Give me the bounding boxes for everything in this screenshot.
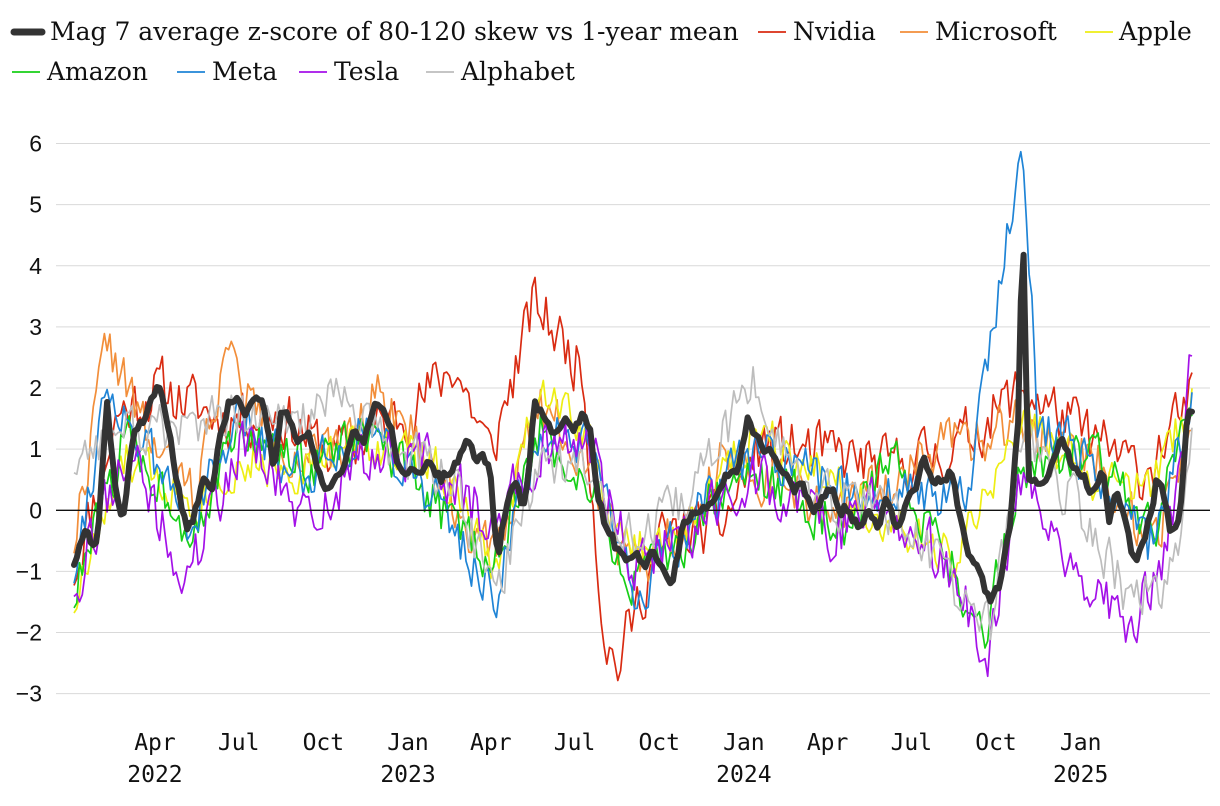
average-series — [71, 251, 1195, 605]
legend-label-average: Mag 7 average z-score of 80-120 skew vs … — [50, 17, 739, 46]
x-tick-label-apr: Apr — [470, 730, 512, 756]
series-line-amazon — [73, 407, 1193, 649]
x-tick-label-jan: Jan — [1060, 730, 1102, 756]
legend-label-nvidia: Nvidia — [793, 17, 876, 46]
legend-label-apple: Apple — [1118, 17, 1192, 46]
y-tick-label: −2 — [16, 620, 42, 646]
x-tick-year-2023: 2023 — [380, 762, 435, 788]
y-tick-label: −3 — [16, 681, 42, 707]
x-tick-year-2024: 2024 — [716, 762, 771, 788]
y-tick-label: 2 — [29, 375, 42, 401]
y-tick-label: 6 — [29, 131, 42, 157]
x-tick-label-oct: Oct — [303, 730, 345, 756]
y-tick-label: 5 — [29, 192, 42, 218]
x-tick-label-jan: Jan — [387, 730, 429, 756]
x-tick-label-jul: Jul — [891, 730, 933, 756]
y-axis: −3 −2 −1 0 1 2 3 4 5 6 — [16, 131, 42, 707]
x-tick-label-jul: Jul — [218, 730, 260, 756]
series-line-mag7-average — [71, 251, 1195, 605]
y-tick-label: 0 — [29, 497, 42, 523]
x-tick-label-oct: Oct — [975, 730, 1017, 756]
x-axis: Apr 2022 Jul Oct Jan 2023 Apr Jul Oct Jan 2024 Apr J… — [127, 730, 1108, 788]
y-tick-label: 4 — [29, 253, 42, 279]
x-tick-label-oct: Oct — [638, 730, 680, 756]
legend-label-microsoft: Microsoft — [935, 17, 1057, 46]
x-tick-year-2025: 2025 — [1053, 762, 1108, 788]
legend-label-amazon: Amazon — [46, 57, 148, 86]
x-tick-label-apr: Apr — [807, 730, 849, 756]
y-tick-label: 3 — [29, 314, 42, 340]
chart-legend: Mag 7 average z-score of 80-120 skew vs … — [10, 17, 1192, 86]
x-tick-label-jul: Jul — [554, 730, 596, 756]
legend-label-meta: Meta — [212, 57, 277, 86]
legend-label-tesla: Tesla — [334, 57, 399, 86]
legend-label-alphabet: Alphabet — [460, 57, 575, 86]
x-tick-year-2022: 2022 — [127, 762, 182, 788]
y-tick-label: 1 — [29, 436, 42, 462]
y-tick-label: −1 — [16, 558, 42, 584]
x-tick-label-apr: Apr — [134, 730, 176, 756]
x-tick-label-jan: Jan — [723, 730, 765, 756]
series-line-meta — [73, 150, 1193, 619]
